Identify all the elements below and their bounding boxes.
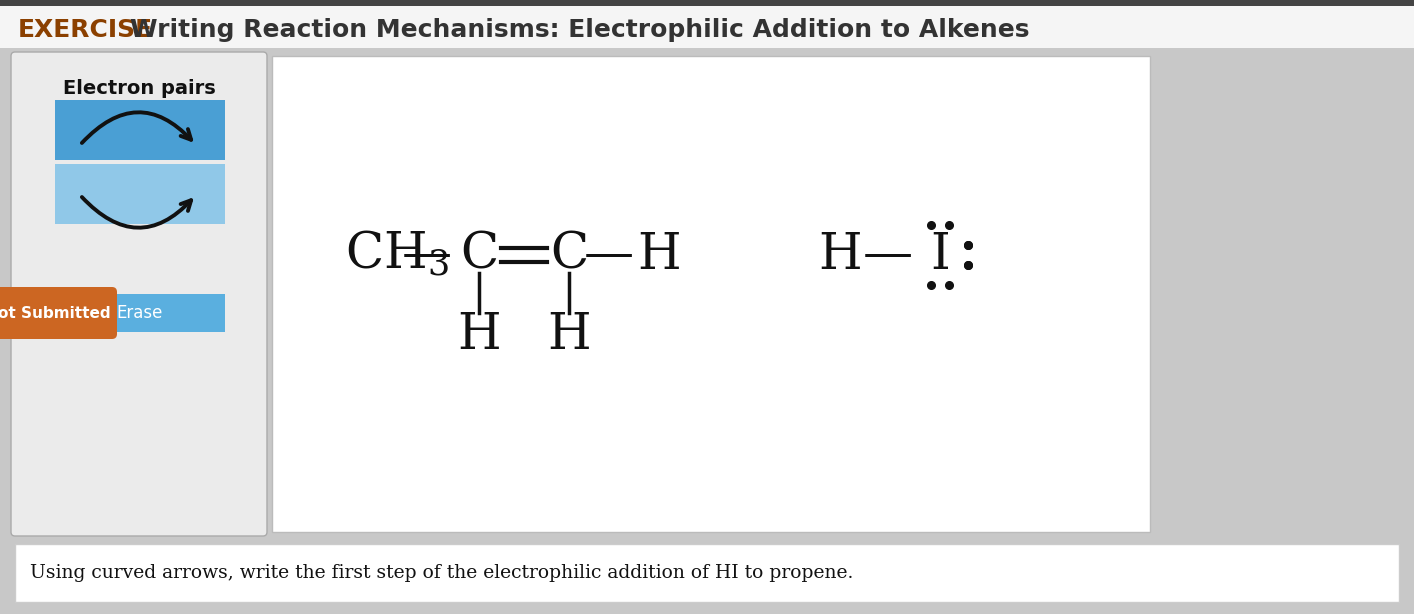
Text: Using curved arrows, write the first step of the electrophilic addition of HI to: Using curved arrows, write the first ste… [30, 564, 854, 582]
FancyBboxPatch shape [11, 52, 267, 536]
Text: C: C [550, 230, 588, 280]
Text: Electron pairs: Electron pairs [62, 79, 215, 98]
FancyBboxPatch shape [55, 294, 225, 332]
Text: —: — [584, 230, 633, 280]
Bar [0, 6, 1414, 48]
FancyBboxPatch shape [271, 56, 1150, 532]
FancyArrowPatch shape [82, 112, 191, 143]
Text: H: H [819, 230, 861, 280]
Text: Erase: Erase [117, 304, 163, 322]
Text: H: H [457, 310, 501, 360]
Text: I: I [930, 230, 950, 280]
FancyArrowPatch shape [82, 197, 191, 228]
FancyBboxPatch shape [55, 100, 225, 160]
Text: $\mathdefault{CH_3}$: $\mathdefault{CH_3}$ [345, 230, 450, 280]
Text: H: H [547, 310, 591, 360]
Text: Writing Reaction Mechanisms: Electrophilic Addition to Alkenes: Writing Reaction Mechanisms: Electrophil… [130, 18, 1029, 42]
FancyBboxPatch shape [55, 164, 225, 224]
Text: EXERCISE: EXERCISE [18, 18, 153, 42]
Text: H: H [638, 230, 680, 280]
Text: —: — [402, 230, 452, 280]
FancyBboxPatch shape [0, 287, 117, 339]
Text: C: C [460, 230, 498, 280]
Text: ot Submitted: ot Submitted [0, 306, 110, 321]
Bar [0, 0, 1414, 6]
Bar [16, 544, 1398, 602]
Text: —: — [863, 230, 913, 280]
